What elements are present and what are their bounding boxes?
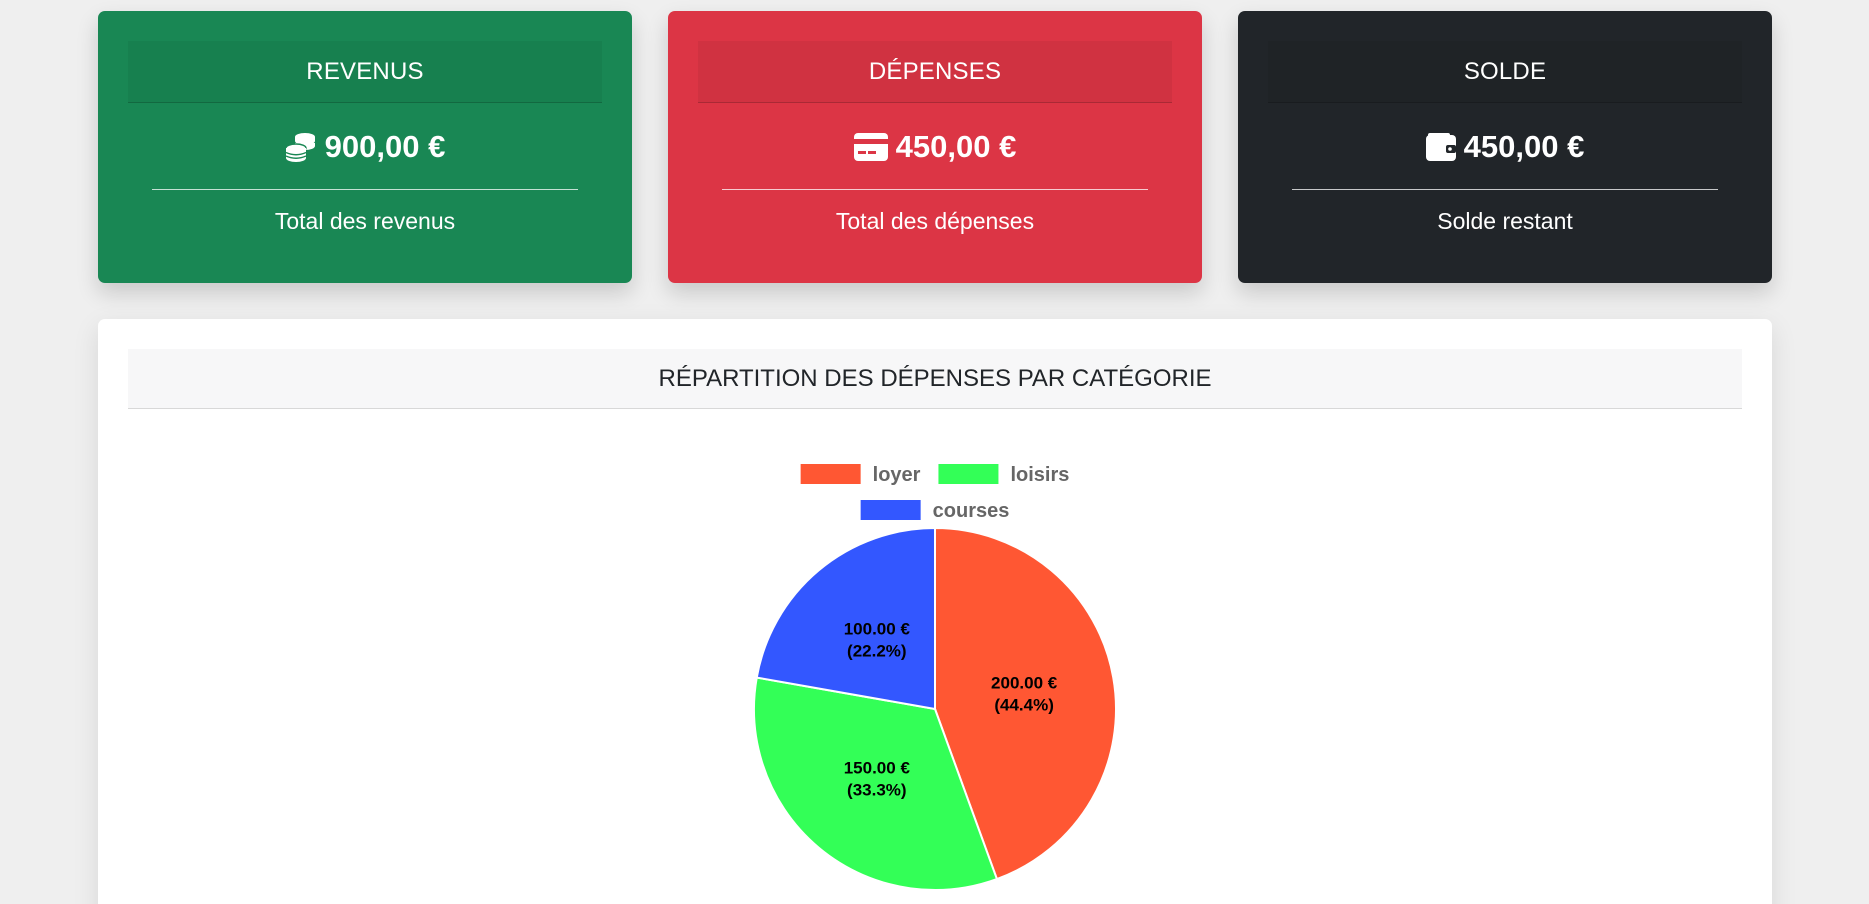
expenses-caption: Total des dépenses [835,208,1035,234]
expense-chart-panel: RÉPARTITION DES DÉPENSES PAR CATÉGORIE l… [98,319,1772,904]
legend-item-loisirs[interactable]: loisirs [938,464,1069,486]
pie-slice-loyer[interactable] [934,526,1117,881]
expenses-amount-row: 450,00 € [722,123,1148,171]
pie-slice-loisirs[interactable] [753,676,999,891]
income-divider [152,189,578,190]
credit-card-icon [853,133,888,161]
income-amount-row: 900,00 € [152,123,578,171]
summary-cards-row: REVENUS [98,11,1772,283]
income-caption: Total des revenus [274,208,456,234]
balance-card: SOLDE 450,00 € Solde restant [1238,11,1772,283]
income-amount: 900,00 € [324,129,446,164]
chart-panel-title: RÉPARTITION DES DÉPENSES PAR CATÉGORIE [128,349,1742,409]
pie-label-loyer: 200.00 € (44.4%) [991,673,1058,714]
balance-card-title: SOLDE [1268,41,1742,103]
pie-label-loisirs: 150.00 € (33.3%) [844,758,911,799]
expenses-divider [722,189,1148,190]
legend-label-loyer: loyer [873,464,921,486]
legend-swatch-loyer [800,464,861,484]
balance-divider [1292,189,1718,190]
pie-slice-courses[interactable] [755,526,936,711]
balance-caption: Solde restant [1437,208,1573,234]
wallet-icon [1425,133,1456,161]
income-card: REVENUS [98,11,632,283]
legend-item-loyer[interactable]: loyer [800,464,921,486]
legend-label-courses: courses [933,500,1010,522]
chart-area: loyer loisirs courses 200.00 € (44.4%) 150.00… [128,409,1742,904]
expenses-card-title: DÉPENSES [698,41,1172,103]
legend-swatch-loisirs [938,464,999,484]
legend-label-loisirs: loisirs [1010,464,1069,486]
income-card-title: REVENUS [128,41,602,103]
expenses-card: DÉPENSES 450,00 € Total des dépenses [668,11,1202,283]
balance-amount: 450,00 € [1463,129,1585,164]
legend-swatch-courses [860,500,921,520]
pie-label-courses: 100.00 € (22.2%) [844,620,911,661]
expenses-amount: 450,00 € [895,129,1017,164]
coins-icon [284,131,317,163]
legend-item-courses[interactable]: courses [860,500,1010,522]
balance-amount-row: 450,00 € [1292,123,1718,171]
